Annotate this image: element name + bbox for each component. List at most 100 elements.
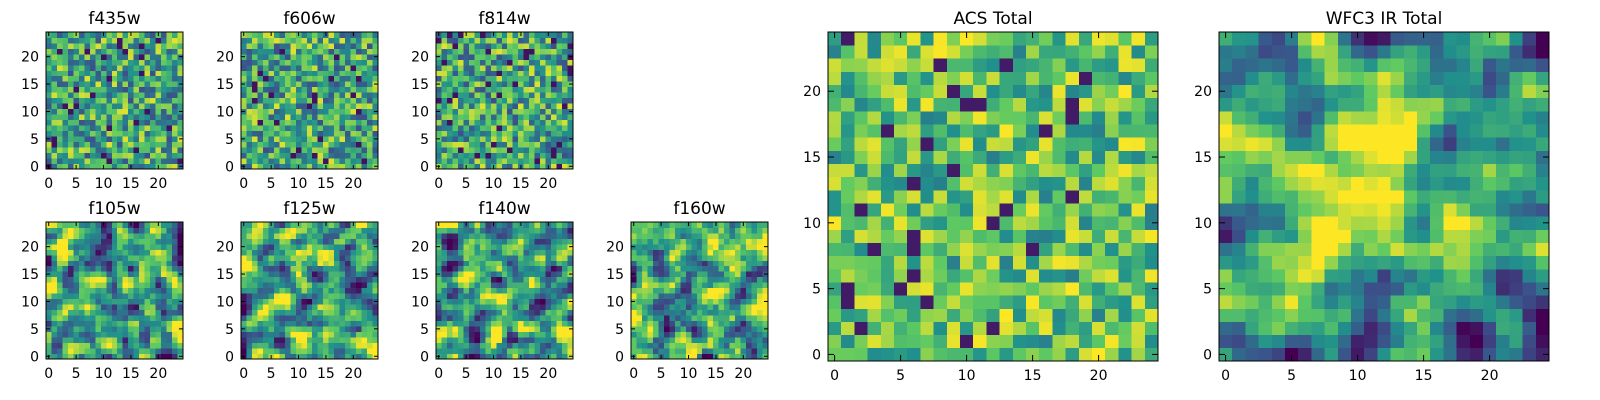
heatmap-cell: [372, 348, 379, 354]
heatmap-cell: [735, 260, 741, 267]
heatmap-cell: [328, 326, 335, 332]
heatmap-cell: [251, 92, 258, 99]
heatmap-cell: [339, 320, 346, 327]
heatmap-cell: [262, 309, 269, 316]
heatmap-cell: [713, 326, 720, 332]
heatmap-cell: [279, 75, 286, 82]
heatmap-cell: [457, 136, 464, 142]
heatmap-cell: [78, 114, 85, 121]
heatmap-cell: [89, 293, 96, 300]
heatmap-cell: [279, 48, 286, 55]
heatmap-cell: [702, 320, 709, 327]
heatmap-cell: [518, 342, 525, 349]
heatmap-cell: [84, 163, 91, 170]
heatmap-cell: [334, 75, 341, 82]
heatmap-cell: [490, 114, 497, 121]
heatmap-cell: [507, 271, 514, 278]
heatmap-cell: [144, 119, 151, 126]
heatmap-cell: [268, 227, 275, 234]
heatmap-cell: [301, 59, 308, 66]
heatmap-cell: [372, 75, 379, 82]
heatmap-cell: [762, 232, 769, 239]
heatmap-cell: [556, 353, 563, 360]
heatmap-cell: [133, 97, 140, 104]
heatmap-cell: [907, 163, 921, 178]
heatmap-cell: [361, 53, 368, 60]
heatmap-cell: [284, 108, 291, 115]
heatmap-cell: [246, 326, 253, 332]
heatmap-cell: [441, 86, 448, 93]
heatmap-cell: [512, 37, 519, 44]
heatmap-cell: [117, 37, 124, 44]
heatmap-cell: [51, 232, 58, 239]
heatmap-cell: [474, 298, 481, 305]
y-tick-label: 0: [30, 159, 39, 175]
heatmap-cell: [295, 86, 302, 93]
heatmap-cell: [284, 227, 291, 234]
heatmap-cell: [339, 32, 346, 38]
heatmap-cell: [328, 353, 335, 360]
heatmap-cell: [479, 249, 486, 256]
heatmap-cell: [67, 141, 74, 148]
heatmap-cell: [372, 125, 379, 132]
heatmap-cell: [150, 119, 156, 126]
heatmap-cell: [490, 119, 497, 126]
heatmap-cell: [128, 282, 135, 289]
heatmap-cell: [556, 260, 563, 267]
heatmap-cell: [262, 265, 269, 272]
heatmap-cell: [663, 232, 670, 239]
heatmap-cell: [290, 32, 297, 38]
heatmap-cell: [556, 103, 563, 110]
heatmap-cell: [56, 287, 63, 294]
heatmap-cell: [696, 315, 703, 322]
heatmap-cell: [246, 232, 253, 239]
heatmap-cell: [78, 293, 85, 300]
heatmap-cell: [150, 348, 156, 354]
y-tick-label: 10: [216, 294, 234, 310]
heatmap-cell: [485, 114, 492, 121]
heatmap-cell: [685, 320, 692, 327]
heatmap-cell: [257, 141, 264, 148]
heatmap-cell: [139, 337, 146, 343]
heatmap-cell: [663, 331, 670, 338]
heatmap-cell: [724, 282, 731, 289]
heatmap-cell: [122, 103, 129, 110]
heatmap-cell: [284, 97, 291, 104]
heatmap-cell: [474, 81, 481, 88]
heatmap-cell: [1026, 282, 1040, 296]
heatmap-cell: [111, 97, 118, 104]
heatmap-cell: [485, 92, 492, 99]
heatmap-cell: [702, 260, 709, 267]
heatmap-cell: [46, 59, 52, 66]
heatmap-cell: [641, 287, 648, 294]
heatmap-cell: [658, 287, 665, 294]
heatmap-cell: [457, 222, 464, 228]
y-tick-label: 10: [21, 104, 39, 120]
heatmap-cell: [356, 309, 362, 316]
heatmap-cell: [172, 287, 178, 294]
heatmap-cell: [718, 282, 725, 289]
heatmap-cell: [334, 152, 341, 159]
heatmap-cell: [139, 32, 146, 38]
heatmap-cell: [128, 265, 135, 272]
heatmap-cell: [636, 337, 643, 343]
heatmap-cell: [100, 282, 107, 289]
heatmap-cell: [268, 125, 275, 132]
heatmap-cell: [1092, 203, 1106, 217]
heatmap-cell: [56, 337, 63, 343]
heatmap-cell: [177, 141, 184, 148]
heatmap-cell: [262, 232, 269, 239]
heatmap-cell: [339, 271, 346, 278]
heatmap-cell: [257, 227, 264, 234]
heatmap-cell: [177, 238, 184, 245]
heatmap-cell: [67, 238, 74, 245]
heatmap-cell: [150, 353, 156, 360]
heatmap-cell: [468, 48, 475, 55]
heatmap-cell: [1078, 268, 1093, 283]
heatmap-cell: [241, 125, 247, 132]
heatmap-cell: [128, 130, 135, 137]
heatmap-cell: [685, 271, 692, 278]
heatmap-cell: [241, 238, 247, 245]
y-tick-label: 5: [225, 132, 234, 148]
heatmap-cell: [485, 103, 492, 110]
